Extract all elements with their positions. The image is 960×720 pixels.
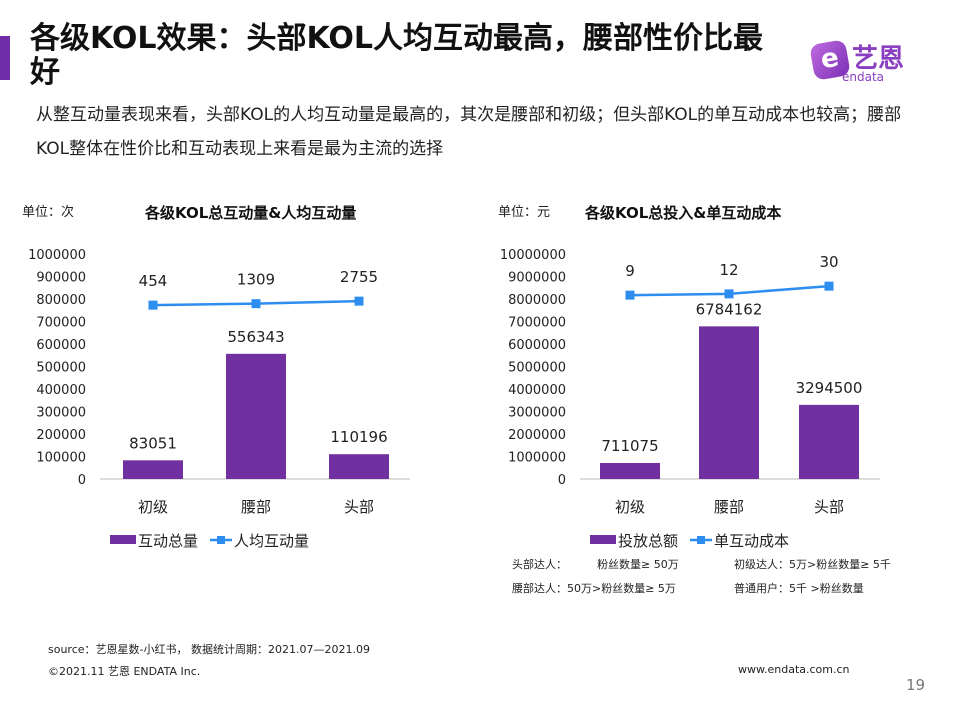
- line-marker: [251, 299, 261, 309]
- y-tick-label: 1000000: [508, 451, 566, 466]
- line-value-label: 9: [625, 262, 635, 280]
- x-tick-label: 头部: [814, 498, 844, 516]
- bar-value-label: 556343: [227, 328, 284, 346]
- y-tick-label: 5000000: [508, 361, 566, 376]
- bar-value-label: 6784162: [696, 300, 763, 318]
- bar: [123, 460, 183, 479]
- page-title: 各级KOL效果：头部KOL人均互动最高，腰部性价比最好: [30, 21, 764, 90]
- y-tick-label: 7000000: [508, 316, 566, 331]
- legend-line-label: 单互动成本: [714, 532, 789, 550]
- x-tick-label: 初级: [138, 498, 168, 516]
- unit-label: 单位：次: [22, 204, 74, 220]
- y-tick-label: 400000: [36, 383, 86, 398]
- note-waist: 腰部达人：50万>粉丝数量≥ 5万: [512, 582, 676, 595]
- bar: [600, 463, 660, 479]
- y-tick-label: 1000000: [28, 248, 86, 263]
- legend-bar-swatch: [590, 535, 616, 544]
- y-tick-label: 600000: [36, 338, 86, 353]
- logo-cn: 艺恩: [852, 44, 905, 74]
- line-value-label: 454: [139, 272, 168, 290]
- y-tick-label: 9000000: [508, 271, 566, 286]
- logo-en: endata: [842, 70, 885, 84]
- legend-bar-label: 投放总额: [618, 532, 678, 550]
- y-tick-label: 900000: [36, 271, 86, 286]
- y-tick-label: 700000: [36, 316, 86, 331]
- note-head: 头部达人： 粉丝数量≥ 50万: [512, 558, 679, 571]
- accent-bar: [0, 36, 10, 80]
- legend-line-label: 人均互动量: [234, 532, 309, 550]
- y-tick-label: 200000: [36, 428, 86, 443]
- source-text: source：艺恩星数-小红书， 数据统计周期：2021.07—2021.09: [48, 643, 370, 656]
- chart-title: 各级KOL总互动量&人均互动量: [144, 204, 356, 222]
- line-marker: [724, 289, 734, 299]
- y-tick-label: 0: [78, 473, 86, 488]
- bar-value-label: 83051: [129, 434, 177, 452]
- note-normal: 普通用户：5千 >粉丝数量: [734, 582, 864, 595]
- unit-label: 单位：元: [498, 205, 550, 220]
- line-marker: [354, 296, 364, 306]
- bar: [329, 454, 389, 479]
- y-tick-label: 6000000: [508, 338, 566, 353]
- y-tick-label: 0: [558, 473, 566, 488]
- chart-investment: 单位：元 各级KOL总投入&单互动成本 0 1000000 2000000 3000000…: [498, 204, 880, 550]
- bar-value-label: 711075: [601, 437, 658, 455]
- bar: [226, 353, 286, 479]
- chart-title: 各级KOL总投入&单互动成本: [584, 204, 781, 222]
- copyright: ©2021.11 艺恩 ENDATA Inc.: [48, 665, 201, 678]
- legend-bar-label: 互动总量: [138, 532, 198, 550]
- line-value-label: 12: [719, 261, 738, 279]
- legend-bar-swatch: [110, 535, 136, 544]
- line-marker: [824, 281, 834, 291]
- y-tick-label: 2000000: [508, 428, 566, 443]
- y-tick-label: 8000000: [508, 293, 566, 308]
- x-tick-label: 头部: [344, 498, 374, 516]
- chart-interactions: 单位：次 各级KOL总互动量&人均互动量 0 100000 200000 300000 40…: [22, 204, 410, 550]
- bar-value-label: 110196: [330, 428, 387, 446]
- line-value-label: 2755: [340, 268, 378, 286]
- x-tick-label: 腰部: [714, 498, 744, 516]
- line-value-label: 1309: [237, 271, 275, 289]
- legend-line-marker: [217, 536, 225, 544]
- website-link[interactable]: www.endata.com.cn: [738, 663, 850, 676]
- y-tick-label: 10000000: [500, 248, 566, 263]
- legend-line-marker: [697, 536, 705, 544]
- line-value-label: 30: [819, 253, 838, 271]
- note-junior: 初级达人：5万>粉丝数量≥ 5千: [734, 558, 891, 571]
- y-tick-label: 3000000: [508, 406, 566, 421]
- y-tick-label: 4000000: [508, 383, 566, 398]
- bar: [799, 404, 859, 479]
- line-marker: [625, 290, 635, 300]
- description: 从整互动量表现来看，头部KOL的人均互动量是最高的，其次是腰部和初级；但头部KO…: [36, 105, 902, 159]
- page-number: 19: [906, 676, 926, 694]
- y-tick-label: 300000: [36, 406, 86, 421]
- y-tick-label: 500000: [36, 361, 86, 376]
- y-tick-label: 800000: [36, 293, 86, 308]
- bar: [699, 326, 759, 479]
- x-tick-label: 腰部: [241, 498, 271, 516]
- endata-logo: e 艺恩 endata: [809, 38, 922, 88]
- bar-value-label: 3294500: [796, 379, 863, 397]
- y-tick-label: 100000: [36, 451, 86, 466]
- line-marker: [148, 300, 158, 310]
- x-tick-label: 初级: [615, 498, 645, 516]
